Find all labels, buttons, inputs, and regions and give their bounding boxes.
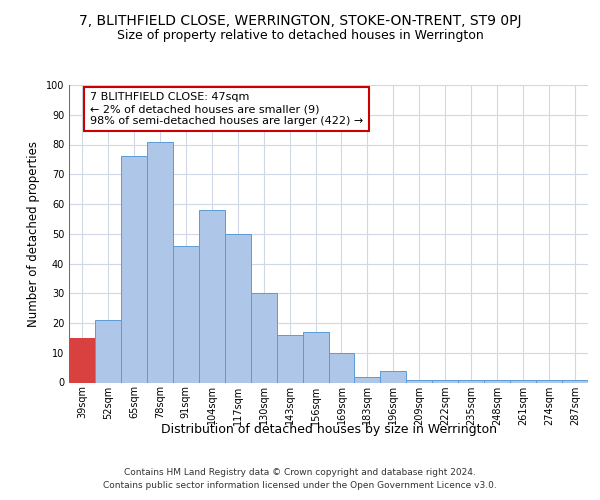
Bar (433, 380, 458, 382)
Text: Contains HM Land Registry data © Crown copyright and database right 2024.: Contains HM Land Registry data © Crown c… (124, 468, 476, 477)
Bar (225, 234, 251, 382)
Y-axis label: Number of detached properties: Number of detached properties (27, 141, 40, 327)
Bar (173, 246, 199, 382)
Bar (562, 380, 588, 382)
Bar (302, 332, 329, 382)
Bar (536, 380, 562, 382)
Bar (329, 353, 355, 382)
Bar (95, 320, 121, 382)
Bar (277, 335, 302, 382)
Bar (458, 380, 484, 382)
Bar (69, 338, 95, 382)
Text: 7, BLITHFIELD CLOSE, WERRINGTON, STOKE-ON-TRENT, ST9 0PJ: 7, BLITHFIELD CLOSE, WERRINGTON, STOKE-O… (79, 14, 521, 28)
Bar (251, 293, 277, 382)
Bar (406, 380, 432, 382)
Bar (510, 380, 536, 382)
Text: Size of property relative to detached houses in Werrington: Size of property relative to detached ho… (116, 28, 484, 42)
Bar (380, 370, 406, 382)
Bar (121, 156, 147, 382)
Text: 7 BLITHFIELD CLOSE: 47sqm
← 2% of detached houses are smaller (9)
98% of semi-de: 7 BLITHFIELD CLOSE: 47sqm ← 2% of detach… (90, 92, 363, 126)
Bar (147, 142, 173, 382)
Text: Contains public sector information licensed under the Open Government Licence v3: Contains public sector information licen… (103, 482, 497, 490)
Bar (355, 376, 380, 382)
Bar (199, 210, 224, 382)
Bar (484, 380, 510, 382)
Text: Distribution of detached houses by size in Werrington: Distribution of detached houses by size … (161, 424, 497, 436)
